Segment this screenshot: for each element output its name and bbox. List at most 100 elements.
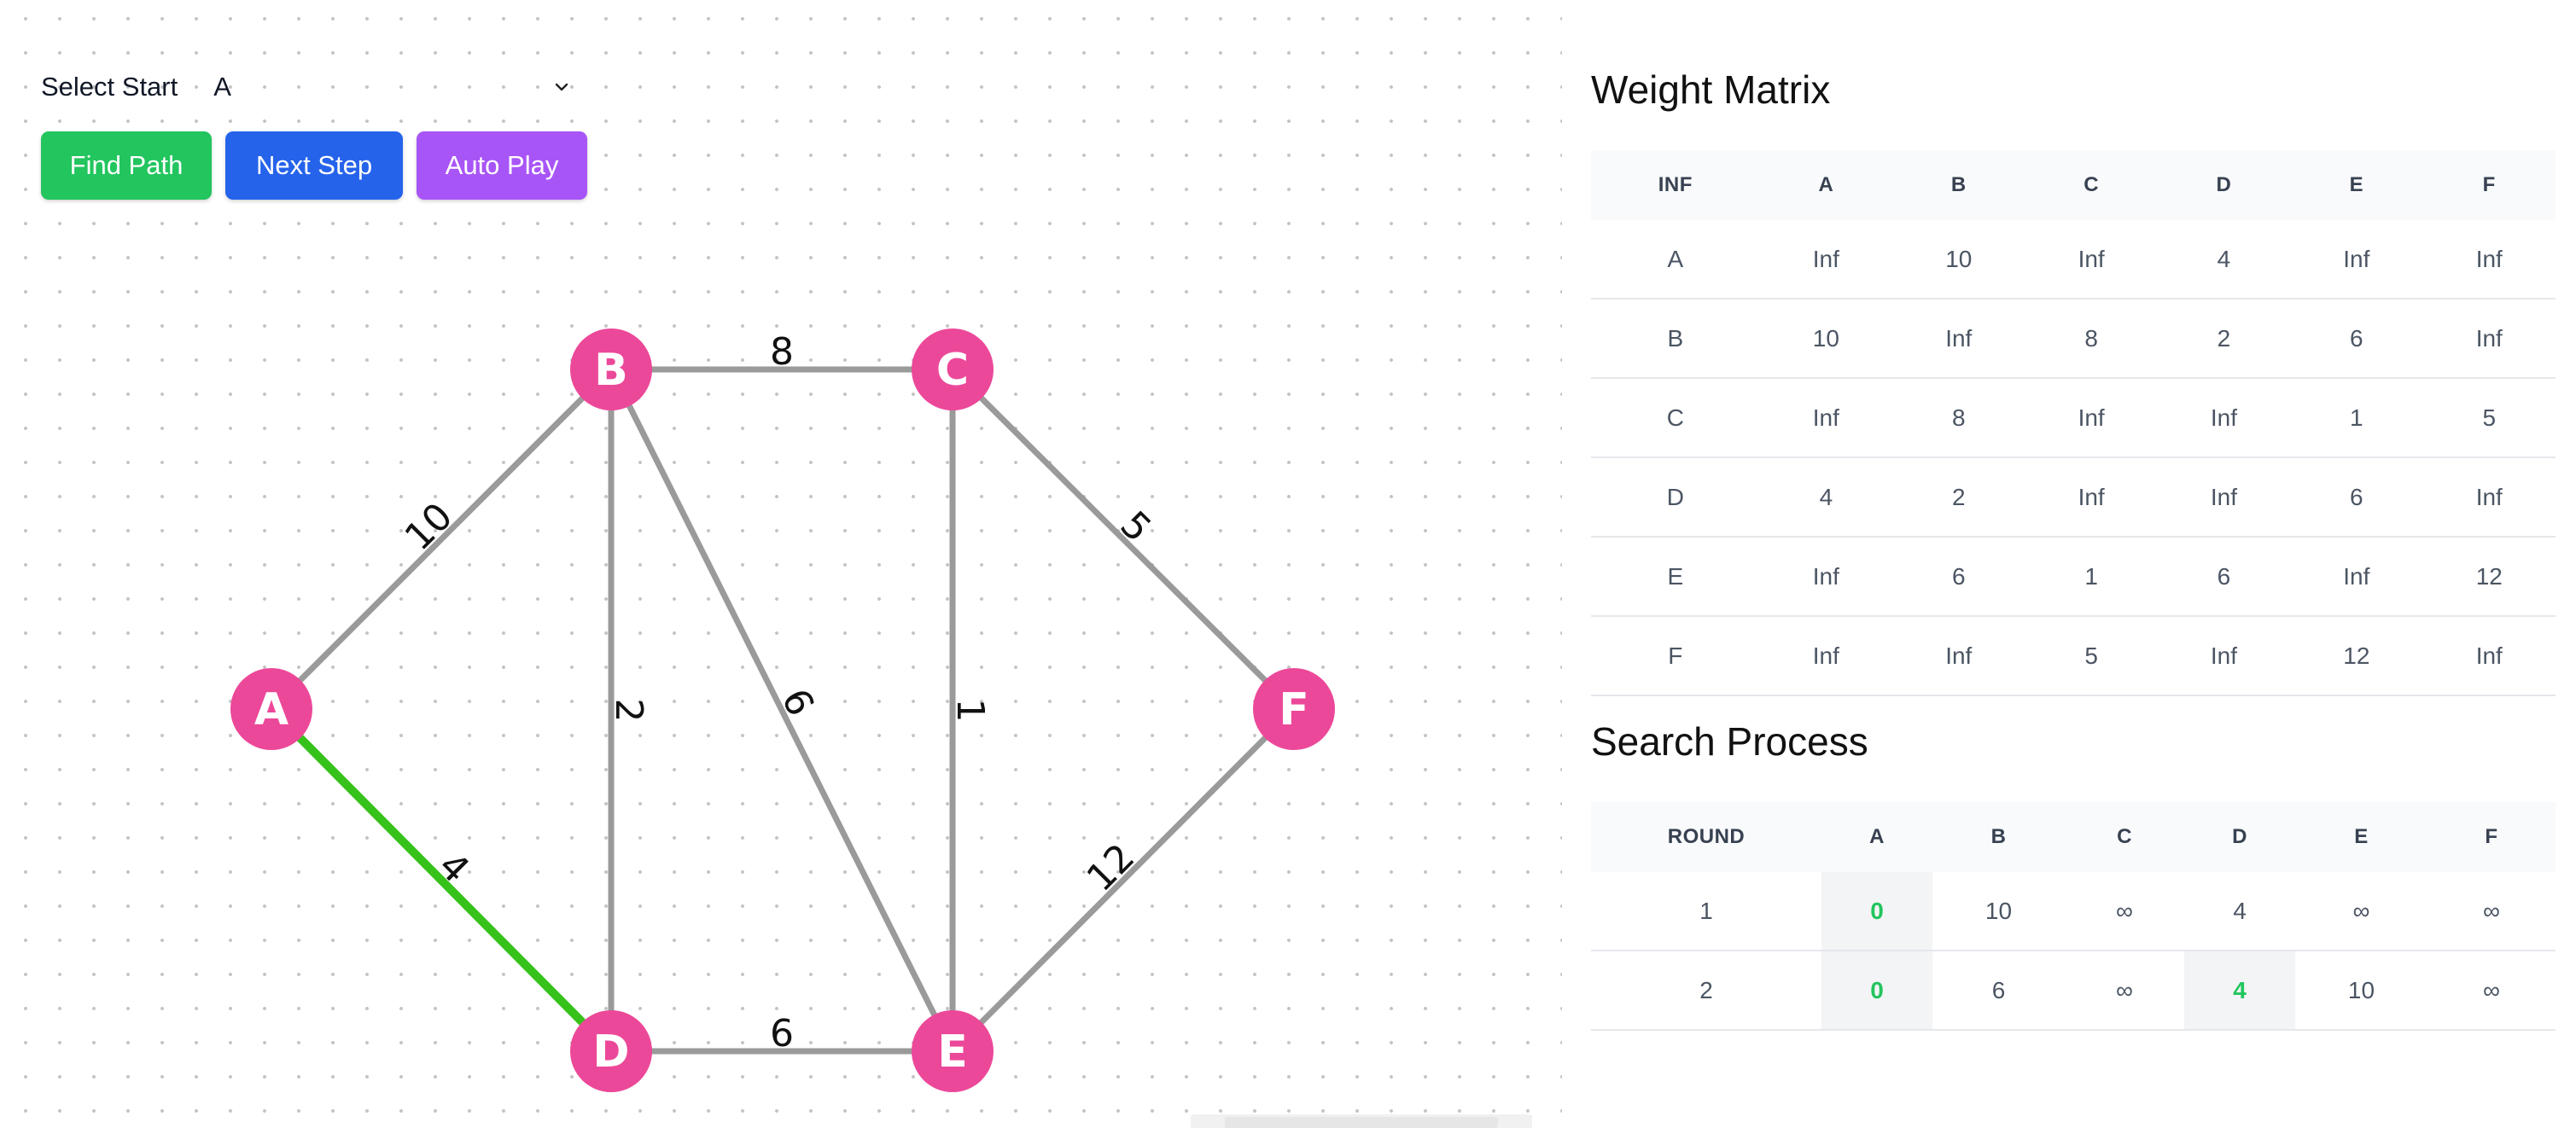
table-cell: 4 (2184, 951, 2295, 1031)
node-label: A (254, 684, 288, 736)
table-cell: Inf (2422, 220, 2556, 299)
table-cell: 6 (2157, 537, 2291, 617)
row-label-cell: 1 (1591, 872, 1821, 951)
table-cell: 2 (2157, 299, 2291, 379)
table-cell: 0 (1821, 872, 1932, 951)
edge-b-e (608, 368, 956, 1053)
table-cell: 10 (1892, 220, 2025, 299)
horizontal-scrollbar[interactable] (1191, 1114, 1532, 1128)
edge-c-f (950, 367, 1297, 712)
edge-e-f (950, 706, 1297, 1054)
graph-node-b[interactable]: B (570, 329, 652, 410)
table-row: B 10 Inf 8 2 6 Inf (1591, 299, 2556, 379)
table-cell: 5 (2422, 378, 2556, 458)
table-cell: Inf (2422, 457, 2556, 538)
node-circle (570, 1010, 652, 1092)
edge-weight-label: 5 (1112, 503, 1160, 551)
edge-a-b (269, 367, 614, 712)
select-start-label: Select Start (41, 72, 178, 102)
table-cell: Inf (2157, 616, 2291, 696)
table-row: D 4 2 Inf Inf 6 Inf (1591, 457, 2556, 538)
table-row: C Inf 8 Inf Inf 1 5 (1591, 378, 2556, 458)
table-cell: 5 (2025, 616, 2158, 696)
column-header: B (1932, 802, 2065, 872)
table-cell: Inf (2025, 378, 2158, 458)
table-cell: Inf (2422, 299, 2556, 379)
scrollbar-thumb[interactable] (1225, 1117, 1498, 1128)
graph-node-f[interactable]: F (1253, 668, 1335, 750)
table-cell: Inf (1759, 537, 1893, 617)
column-header: A (1759, 150, 1893, 220)
auto-play-button[interactable]: Auto Play (417, 131, 587, 200)
search-process-table: ROUND A B C D E F 1 0 10 ∞ 4 ∞ ∞ 2 0 6 ∞ 4 10 ∞ (1591, 802, 2556, 1031)
search-process-header-row: ROUND A B C D E F (1591, 802, 2556, 872)
start-node-select[interactable]: A (213, 68, 572, 106)
table-cell: Inf (2157, 378, 2291, 458)
node-label: F (1279, 684, 1309, 736)
table-cell: 10 (1759, 299, 1893, 379)
node-circle (570, 329, 652, 410)
node-label: B (594, 345, 628, 396)
table-cell: 10 (1932, 872, 2065, 951)
edge-weight-label: 6 (772, 682, 822, 723)
graph-node-c[interactable]: C (912, 329, 994, 410)
edge-weight-label: 6 (770, 1012, 794, 1055)
table-row: E Inf 6 1 6 Inf 12 (1591, 537, 2556, 617)
node-circle (230, 668, 312, 750)
table-cell: ∞ (2427, 951, 2556, 1031)
chevron-down-icon (551, 77, 572, 97)
table-cell: 1 (2290, 378, 2423, 458)
table-cell: Inf (2025, 220, 2158, 299)
table-cell: 1 (2025, 537, 2158, 617)
graph-node-e[interactable]: E (912, 1010, 994, 1092)
find-path-button[interactable]: Find Path (41, 131, 212, 200)
table-cell: ∞ (2065, 872, 2184, 951)
node-circle (912, 1010, 994, 1092)
table-cell: Inf (2025, 457, 2158, 538)
start-node-select-value: A (213, 72, 231, 102)
search-process-title: Search Process (1591, 719, 1868, 764)
table-cell: 6 (1932, 951, 2065, 1031)
edge-a-d (268, 706, 615, 1055)
table-cell: Inf (2422, 616, 2556, 696)
table-cell: Inf (1759, 220, 1893, 299)
edge-weight-label: 4 (430, 844, 478, 892)
graph-node-d[interactable]: D (570, 1010, 652, 1092)
column-header: C (2065, 802, 2184, 872)
column-header: E (2290, 150, 2423, 220)
node-circle (912, 329, 994, 410)
row-label-cell: F (1591, 616, 1760, 696)
table-cell: Inf (2290, 220, 2423, 299)
graph-diagram: 10 4 8 2 6 1 5 6 12 A B C D E F (230, 329, 1335, 1092)
start-select-row: Select Start A (41, 68, 587, 106)
column-header: A (1821, 802, 1932, 872)
column-header: B (1892, 150, 2025, 220)
row-label-cell: E (1591, 537, 1760, 617)
table-cell: ∞ (2295, 872, 2427, 951)
graph-node-a[interactable]: A (230, 668, 312, 750)
row-label-cell: A (1591, 220, 1760, 299)
column-header: INF (1591, 150, 1760, 220)
column-header: D (2184, 802, 2295, 872)
column-header: D (2157, 150, 2291, 220)
edge-weight-label: 10 (397, 495, 462, 560)
table-cell: 4 (2157, 220, 2291, 299)
table-cell: 12 (2422, 537, 2556, 617)
table-cell: 2 (1892, 457, 2025, 538)
row-label-cell: D (1591, 457, 1760, 538)
table-cell: 4 (1759, 457, 1893, 538)
table-cell: Inf (1759, 616, 1893, 696)
table-row: F Inf Inf 5 Inf 12 Inf (1591, 616, 2556, 696)
column-header: C (2025, 150, 2158, 220)
table-cell: 8 (1892, 378, 2025, 458)
weight-matrix-title: Weight Matrix (1591, 67, 1831, 112)
edge-weight-label: 2 (607, 699, 650, 723)
edge-weight-label: 1 (948, 699, 992, 723)
graph-canvas-area: Select Start A Find Path Next Step Auto … (0, 0, 1562, 1128)
table-cell: 6 (2290, 299, 2423, 379)
node-circle (1253, 668, 1335, 750)
next-step-button[interactable]: Next Step (225, 131, 403, 200)
table-row: A Inf 10 Inf 4 Inf Inf (1591, 220, 2556, 299)
table-cell: 8 (2025, 299, 2158, 379)
row-label-cell: C (1591, 378, 1760, 458)
